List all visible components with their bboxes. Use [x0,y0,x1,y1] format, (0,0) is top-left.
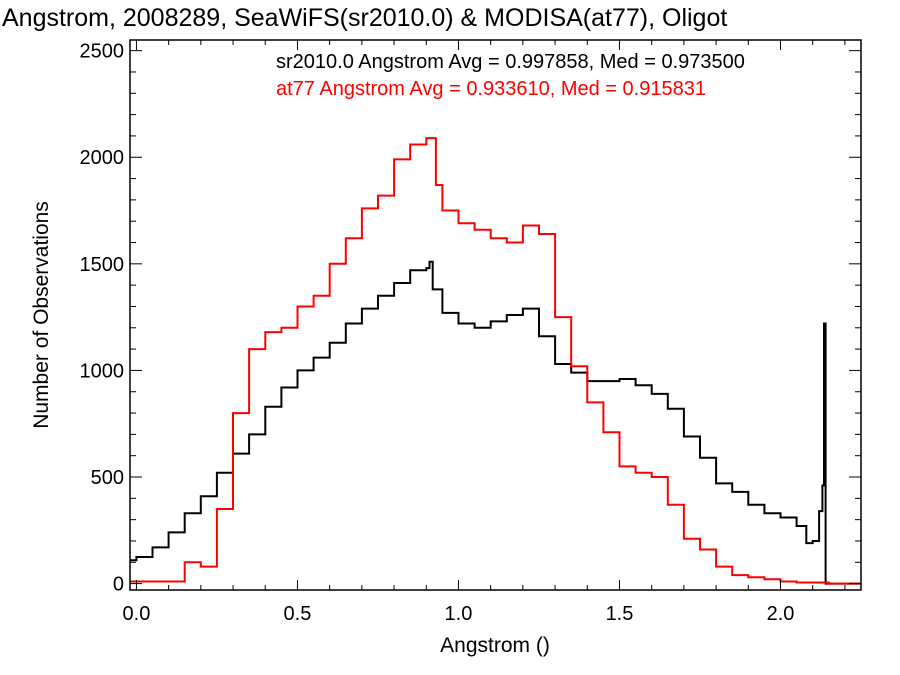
x-axis-label: Angstrom () [440,634,550,657]
x-tick-label: 2.0 [767,603,795,625]
plot-content [130,137,861,585]
legend-annotation-1: sr2010.0 Angstrom Avg = 0.997858, Med = … [276,51,745,73]
series-line-2 [130,137,861,585]
y-axis: 0 500 1000 1500 2000 2500 [80,41,861,596]
y-axis-label: Number of Observations [30,201,53,429]
chart-title: Angstrom, 2008289, SeaWiFS(sr2010.0) & M… [2,4,727,32]
x-axis: 0.0 0.5 1.0 1.5 2.0 [123,40,846,625]
y-tick-label: 2500 [80,41,125,63]
x-tick-label: 1.5 [606,603,634,625]
x-tick-label: 0.5 [284,603,312,625]
y-tick-label: 1500 [80,254,125,276]
y-tick-label: 1000 [80,360,125,382]
x-tick-label: 0.0 [123,603,151,625]
x-tick-label: 1.0 [445,603,473,625]
legend-annotation-2: at77 Angstrom Avg = 0.933610, Med = 0.91… [276,78,706,100]
y-tick-label: 2000 [80,147,125,169]
y-tick-label: 500 [91,467,124,489]
plot-frame [129,39,862,591]
y-tick-label: 0 [113,574,124,596]
series-line-1 [130,260,861,585]
